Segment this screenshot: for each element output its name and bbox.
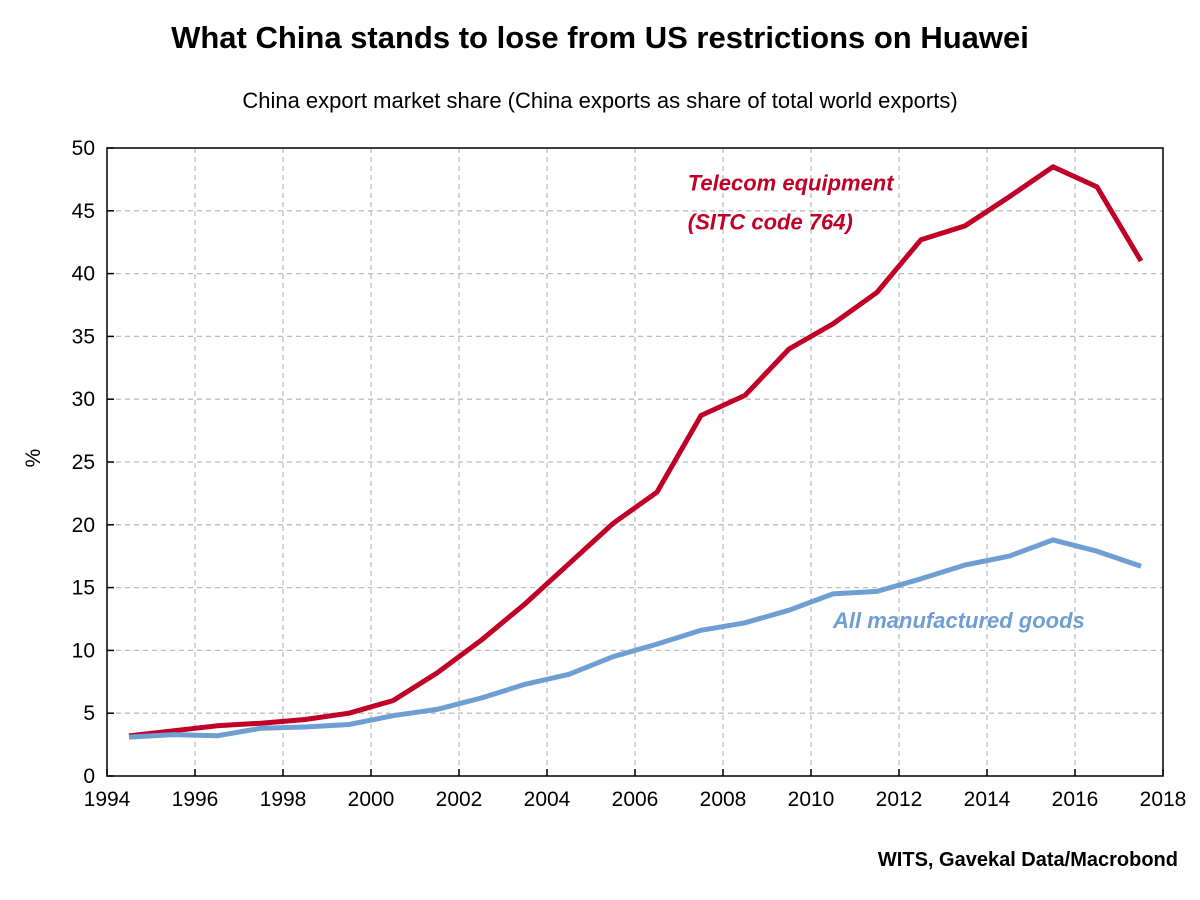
y-tick-label: 25	[72, 451, 95, 474]
x-tick-label: 2016	[1052, 788, 1099, 811]
y-axis-label: %	[22, 449, 45, 468]
x-tick-label: 2000	[348, 788, 395, 811]
y-tick-label: 0	[83, 765, 95, 788]
x-tick-label: 2012	[876, 788, 923, 811]
y-tick-label: 5	[83, 702, 95, 725]
annotation-label: (SITC code 764)	[688, 210, 853, 235]
y-tick-label: 45	[72, 200, 95, 223]
chart-subtitle: China export market share (China exports…	[242, 88, 957, 113]
x-tick-label: 1998	[260, 788, 307, 811]
x-tick-label: 2006	[612, 788, 659, 811]
x-tick-label: 2014	[964, 788, 1011, 811]
y-tick-label: 20	[72, 514, 95, 537]
x-tick-label: 2010	[788, 788, 835, 811]
series-line-all-manufactured-goods	[128, 537, 1142, 740]
x-tick-label: 2004	[524, 788, 571, 811]
series-line-telecom-equipment	[128, 164, 1144, 739]
y-tick-label: 35	[72, 325, 95, 348]
y-tick-label: 10	[72, 639, 95, 662]
annotation-label: Telecom equipment	[688, 171, 895, 196]
x-tick-label: 2018	[1140, 788, 1187, 811]
x-tick-label: 1994	[84, 788, 131, 811]
y-tick-label: 30	[72, 388, 95, 411]
series-layer	[128, 164, 1144, 740]
y-tick-label: 15	[72, 577, 95, 600]
gridlines	[107, 148, 1163, 776]
source-note: WITS, Gavekal Data/Macrobond	[878, 849, 1178, 871]
x-tick-label: 2008	[700, 788, 747, 811]
x-tick-label: 1996	[172, 788, 219, 811]
annotations: Telecom equipment (SITC code 764) All manu…	[688, 171, 1085, 633]
annotation-label: All manufactured goods	[832, 608, 1085, 633]
x-tick-label: 2002	[436, 788, 483, 811]
y-tick-label: 50	[72, 137, 95, 160]
axis-ticks: 1994 1996 1998 2000 2002 2004 2006 2008 2010 2012…	[72, 137, 1187, 811]
y-tick-label: 40	[72, 263, 95, 286]
chart-title: What China stands to lose from US restri…	[171, 20, 1029, 55]
